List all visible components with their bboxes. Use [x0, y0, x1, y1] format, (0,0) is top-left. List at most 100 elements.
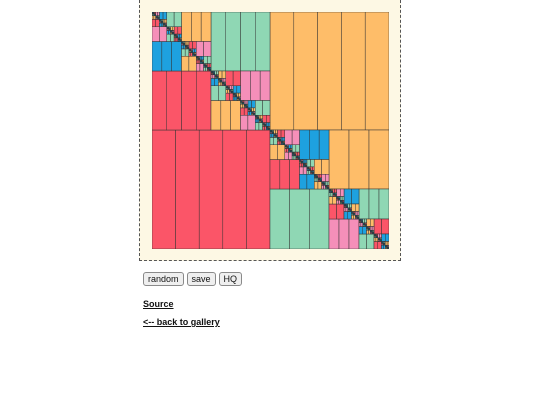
art-cell-232: [247, 111, 250, 116]
art-cell-133: [208, 63, 212, 68]
art-cell-153: [218, 85, 226, 101]
art-cell-21: [152, 41, 163, 72]
art-cell-408: [343, 188, 352, 205]
art-cell-189: [227, 89, 230, 94]
art-diagonal-cell-75: [290, 150, 293, 153]
art-cell-402: [358, 188, 370, 220]
art-cell-414: [328, 196, 333, 205]
art-cell-1: [293, 12, 318, 131]
art-diagonal-cell-96: [328, 188, 332, 192]
art-cell-84: [196, 41, 204, 57]
art-cell-85: [203, 41, 212, 57]
art-cell-26: [152, 26, 160, 42]
art-diagonal-cell-98: [332, 192, 335, 195]
art-cell-359: [305, 162, 308, 166]
art-diagonal-cell-10: [170, 30, 173, 33]
art-diagonal-cell-78: [295, 155, 298, 158]
art-diagonal-cell-79: [297, 157, 300, 160]
art-diagonal-cell-89: [315, 175, 319, 179]
art-cell-320: [284, 148, 287, 153]
art-diagonal-cell-121: [375, 235, 378, 238]
save-button[interactable]: save: [186, 272, 216, 286]
art-cell-504: [377, 233, 380, 238]
art-cell-281: [289, 159, 300, 190]
art-cell-260: [262, 126, 265, 131]
art-cell-219: [245, 100, 249, 105]
art-cell-380: [314, 177, 317, 182]
art-cell-104: [192, 48, 195, 53]
art-diagonal-cell-101: [338, 198, 341, 201]
art-cell-12: [240, 12, 256, 72]
art-cell-474: [358, 226, 363, 235]
art-diagonal-cell-64: [269, 129, 273, 133]
art-cell-288: [269, 137, 274, 145]
art-cell-158: [214, 70, 217, 75]
art-cell-516: [385, 241, 388, 246]
art-cell-157: [214, 78, 219, 86]
art-diagonal-cell-41: [227, 87, 230, 90]
random-button[interactable]: random: [143, 272, 184, 286]
art-cell-233: [249, 111, 252, 116]
art-cell-412: [336, 188, 341, 197]
art-cell-437: [342, 200, 345, 203]
art-diagonal-cell-33: [212, 72, 215, 75]
art-cell-399: [327, 185, 330, 188]
art-diagonal-cell-76: [291, 151, 295, 155]
art-diagonal-cell-72: [284, 144, 287, 147]
art-cell-352: [299, 162, 302, 168]
art-cell-346: [306, 159, 311, 168]
art-cell-418: [328, 192, 332, 197]
art-cell-505: [379, 233, 382, 238]
art-cell-187: [231, 85, 234, 90]
art-diagonal-cell-28: [203, 63, 206, 66]
art-cell-132: [207, 63, 210, 68]
art-cell-477: [364, 218, 367, 223]
art-diagonal-cell-29: [205, 65, 208, 68]
art-cell-161: [212, 74, 215, 79]
art-cell-350: [302, 159, 306, 164]
art-cell-244: [255, 122, 260, 131]
art-diagonal-cell-7: [164, 24, 167, 27]
art-cell-335: [294, 151, 297, 155]
art-diagonal-cell-118: [370, 230, 373, 233]
art-cell-7: [198, 129, 224, 249]
art-cell-442: [343, 211, 348, 220]
art-cell-411: [336, 203, 345, 220]
art-cell-188: [225, 89, 228, 94]
art-diagonal-cell-46: [236, 96, 239, 99]
art-cell-456: [355, 211, 358, 216]
art-diagonal-cell-52: [247, 107, 250, 110]
art-cell-376: [314, 181, 319, 190]
hq-button[interactable]: HQ: [218, 272, 243, 286]
art-cell-34: [152, 15, 155, 20]
art-diagonal-cell-108: [351, 211, 354, 214]
art-cell-409: [351, 188, 360, 205]
art-cell-500: [381, 233, 386, 242]
art-diagonal-cell-92: [321, 181, 324, 184]
art-cell-217: [243, 107, 249, 116]
art-diagonal-cell-11: [172, 32, 175, 35]
art-diagonal-cell-68: [277, 137, 280, 140]
art-cell-93: [186, 41, 190, 46]
back-to-gallery-link[interactable]: <-- back to gallery: [143, 317, 220, 327]
art-cell-295: [272, 129, 274, 133]
art-diagonal-cell-95: [326, 186, 330, 190]
source-link[interactable]: Source: [143, 299, 174, 309]
art-cell-201: [234, 96, 238, 101]
art-cell-416: [332, 188, 335, 193]
art-diagonal-cell-4: [159, 19, 162, 22]
art-cell-371: [313, 170, 315, 173]
art-cell-144: [240, 70, 251, 101]
art-diagonal-cell-107: [349, 209, 352, 212]
art-diagonal-cell-93: [323, 183, 326, 186]
art-cell-284: [269, 144, 278, 160]
art-diagonal-cell-90: [317, 177, 321, 181]
art-cell-362: [310, 166, 313, 171]
art-cell-445: [349, 203, 352, 208]
art-diagonal-cell-87: [312, 172, 315, 175]
art-diagonal-cell-38: [221, 81, 225, 85]
art-cell-191: [228, 85, 230, 88]
art-cell-198: [236, 92, 239, 98]
art-cell-119: [199, 63, 204, 72]
art-diagonal-cell-21: [190, 50, 193, 53]
